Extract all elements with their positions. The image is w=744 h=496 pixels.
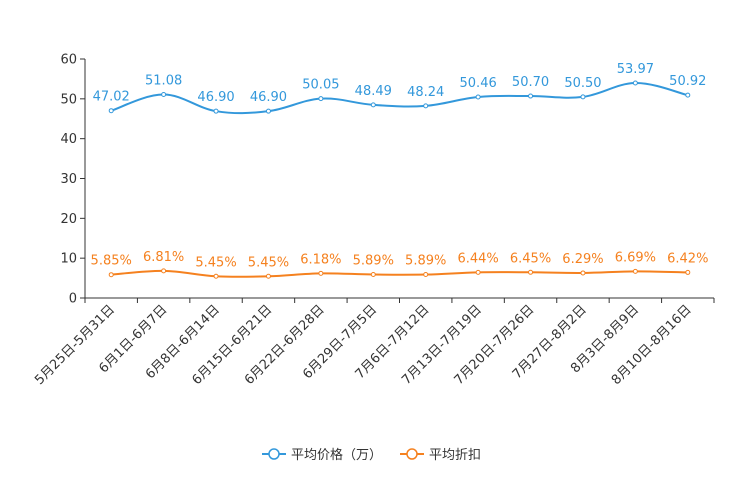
data-point[interactable] xyxy=(213,108,219,114)
series-line xyxy=(111,269,688,278)
y-tick-label: 60 xyxy=(60,53,77,68)
data-label: 46.90 xyxy=(250,90,287,105)
y-tick-label: 0 xyxy=(69,292,77,307)
data-point[interactable] xyxy=(370,102,376,108)
data-point[interactable] xyxy=(528,93,534,99)
data-point[interactable] xyxy=(580,94,586,100)
series-average-price: 47.02 51.08 46.90 46.90 50.05 48.49 48.24 50.46… xyxy=(93,62,706,115)
legend-item-average-discount[interactable]: 平均折扣 xyxy=(400,448,481,463)
data-label: 6.81% xyxy=(143,250,184,265)
data-point[interactable] xyxy=(475,94,481,100)
data-point[interactable] xyxy=(632,268,638,274)
data-point[interactable] xyxy=(161,92,167,98)
series-average-discount: 5.85% 6.81% 5.45% 5.45% 6.18% 5.89% 5.89% 6.44%… xyxy=(91,250,708,279)
data-point[interactable] xyxy=(161,268,167,274)
data-point[interactable] xyxy=(423,103,429,109)
data-point[interactable] xyxy=(632,80,638,86)
data-point[interactable] xyxy=(213,273,219,279)
data-label: 48.24 xyxy=(407,85,444,100)
data-label: 5.45% xyxy=(248,255,289,270)
legend-item-average-price[interactable]: 平均价格（万） xyxy=(262,447,382,463)
data-label: 6.45% xyxy=(510,251,551,266)
data-point[interactable] xyxy=(685,269,691,275)
data-point[interactable] xyxy=(475,269,481,275)
data-point[interactable] xyxy=(580,270,586,276)
y-tick-label: 50 xyxy=(60,92,77,107)
data-point[interactable] xyxy=(318,96,324,102)
data-label: 51.08 xyxy=(145,74,182,89)
data-label: 50.70 xyxy=(512,75,549,90)
legend-marker-icon xyxy=(268,448,280,460)
data-label: 5.89% xyxy=(405,254,446,269)
data-label: 6.69% xyxy=(615,250,656,265)
series-line xyxy=(110,82,689,115)
data-point[interactable] xyxy=(318,270,324,276)
data-point[interactable] xyxy=(423,272,429,278)
data-label: 50.46 xyxy=(460,76,497,91)
y-tick-label: 10 xyxy=(60,252,77,267)
data-label: 53.97 xyxy=(617,62,654,77)
data-point[interactable] xyxy=(108,272,114,278)
data-label: 50.50 xyxy=(564,76,601,91)
y-tick-label: 30 xyxy=(60,172,77,187)
data-label: 47.02 xyxy=(93,90,130,105)
data-label: 48.49 xyxy=(355,84,392,99)
legend-label: 平均价格（万） xyxy=(291,447,382,463)
data-label: 6.44% xyxy=(457,251,498,266)
data-point[interactable] xyxy=(370,272,376,278)
data-label: 6.18% xyxy=(300,252,341,267)
legend-marker-icon xyxy=(406,448,418,460)
legend[interactable]: 平均价格（万） 平均折扣 xyxy=(262,447,481,463)
data-label: 5.89% xyxy=(353,254,394,269)
data-label: 6.29% xyxy=(562,252,603,267)
data-label: 50.92 xyxy=(669,74,706,89)
data-point[interactable] xyxy=(265,273,271,279)
data-point[interactable] xyxy=(528,269,534,275)
series-layer: 47.02 51.08 46.90 46.90 50.05 48.49 48.24 50.46… xyxy=(91,62,708,279)
data-label: 5.45% xyxy=(195,255,236,270)
data-label: 50.05 xyxy=(302,78,339,93)
data-label: 46.90 xyxy=(197,90,234,105)
legend-label: 平均折扣 xyxy=(429,448,481,463)
data-label: 6.42% xyxy=(667,251,708,266)
data-point[interactable] xyxy=(685,92,691,98)
y-tick-label: 20 xyxy=(60,212,77,227)
y-tick-label: 40 xyxy=(60,132,77,147)
data-point[interactable] xyxy=(265,108,271,114)
data-label: 5.85% xyxy=(91,254,132,269)
data-point[interactable] xyxy=(108,108,114,114)
